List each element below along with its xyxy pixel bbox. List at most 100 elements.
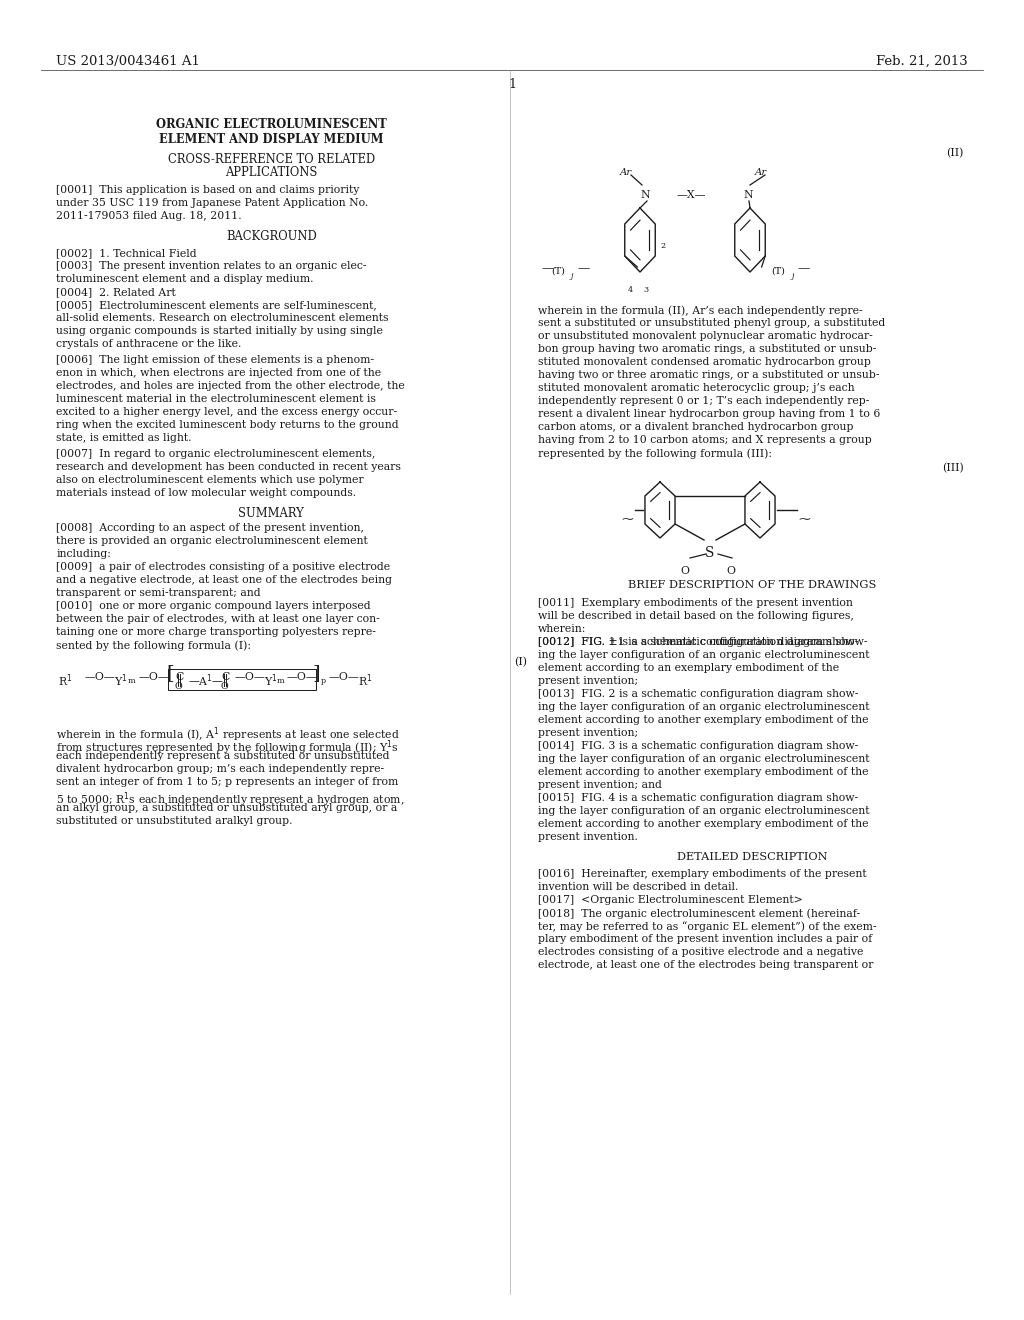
Text: (III): (III) (942, 463, 964, 474)
Text: taining one or more charge transporting polyesters repre-: taining one or more charge transporting … (56, 627, 376, 638)
Text: each independently represent a substituted or unsubstituted: each independently represent a substitut… (56, 751, 390, 762)
Text: wherein in the formula (II), Ar’s each independently repre-: wherein in the formula (II), Ar’s each i… (538, 305, 862, 315)
Text: invention will be described in detail.: invention will be described in detail. (538, 882, 738, 892)
Text: [0016]  Hereinafter, exemplary embodiments of the present: [0016] Hereinafter, exemplary embodiment… (538, 869, 866, 879)
Text: C: C (221, 672, 229, 682)
Text: present invention;: present invention; (538, 676, 638, 686)
Text: independently represent 0 or 1; T’s each independently rep-: independently represent 0 or 1; T’s each… (538, 396, 869, 407)
Text: bon group having two aromatic rings, a substituted or unsub-: bon group having two aromatic rings, a s… (538, 345, 876, 354)
Text: SUMMARY: SUMMARY (239, 507, 304, 520)
Text: resent a divalent linear hydrocarbon group having from 1 to 6: resent a divalent linear hydrocarbon gro… (538, 409, 880, 418)
Text: excited to a higher energy level, and the excess energy occur-: excited to a higher energy level, and th… (56, 407, 397, 417)
Text: 2011-179053 filed Aug. 18, 2011.: 2011-179053 filed Aug. 18, 2011. (56, 211, 242, 220)
Text: an alkyl group, a substituted or unsubstituted aryl group, or a: an alkyl group, a substituted or unsubst… (56, 803, 397, 813)
Text: Ar: Ar (755, 168, 767, 177)
Text: under 35 USC 119 from Japanese Patent Application No.: under 35 USC 119 from Japanese Patent Ap… (56, 198, 369, 209)
Text: [0005]  Electroluminescent elements are self-luminescent,: [0005] Electroluminescent elements are s… (56, 300, 377, 310)
Text: ~: ~ (798, 510, 811, 527)
Text: from structures represented by the following formula (II); Y$^1$s: from structures represented by the follo… (56, 738, 399, 756)
Text: US 2013/0043461 A1: US 2013/0043461 A1 (56, 55, 200, 69)
Text: BACKGROUND: BACKGROUND (226, 230, 316, 243)
Text: [0013]  FIG. 2 is a schematic configuration diagram show-: [0013] FIG. 2 is a schematic configurati… (538, 689, 858, 700)
Text: R$^1$: R$^1$ (58, 672, 73, 689)
Text: sented by the following formula (I):: sented by the following formula (I): (56, 640, 251, 651)
Text: —O—: —O— (84, 672, 115, 682)
Text: troluminescent element and a display medium.: troluminescent element and a display med… (56, 275, 313, 284)
Text: (T): (T) (552, 267, 565, 276)
Text: [: [ (166, 664, 174, 682)
Text: DETAILED DESCRIPTION: DETAILED DESCRIPTION (678, 851, 827, 862)
Text: O: O (726, 566, 735, 576)
Text: wherein in the formula (I), A$^1$ represents at least one selected: wherein in the formula (I), A$^1$ repres… (56, 725, 400, 743)
Text: O: O (220, 682, 228, 690)
Text: element according to another exemplary embodiment of the: element according to another exemplary e… (538, 767, 868, 777)
Text: —: — (798, 261, 810, 275)
Text: carbon atoms, or a divalent branched hydrocarbon group: carbon atoms, or a divalent branched hyd… (538, 422, 853, 432)
Text: j: j (570, 272, 573, 280)
Text: S: S (705, 546, 715, 560)
Text: or unsubstituted monovalent polynuclear aromatic hydrocar-: or unsubstituted monovalent polynuclear … (538, 331, 872, 341)
Text: element according to another exemplary embodiment of the: element according to another exemplary e… (538, 715, 868, 725)
Text: 2: 2 (660, 242, 666, 249)
Bar (168, 669, 316, 690)
Text: divalent hydrocarbon group; m’s each independently repre-: divalent hydrocarbon group; m’s each ind… (56, 764, 384, 774)
Text: (I): (I) (515, 657, 527, 668)
Text: plary embodiment of the present invention includes a pair of: plary embodiment of the present inventio… (538, 935, 871, 944)
Text: stituted monovalent condensed aromatic hydrocarbon group: stituted monovalent condensed aromatic h… (538, 356, 870, 367)
Text: [0014]  FIG. 3 is a schematic configuration diagram show-: [0014] FIG. 3 is a schematic configurati… (538, 741, 858, 751)
Text: ing the layer configuration of an organic electroluminescent: ing the layer configuration of an organi… (538, 754, 869, 764)
Text: there is provided an organic electroluminescent element: there is provided an organic electrolumi… (56, 536, 368, 546)
Text: ]: ] (312, 664, 319, 682)
Text: p: p (321, 677, 326, 685)
Text: —: — (578, 261, 590, 275)
Text: electrodes consisting of a positive electrode and a negative: electrodes consisting of a positive elec… (538, 946, 863, 957)
Text: between the pair of electrodes, with at least one layer con-: between the pair of electrodes, with at … (56, 614, 380, 624)
Text: —X—: —X— (677, 190, 707, 201)
Text: and a negative electrode, at least one of the electrodes being: and a negative electrode, at least one o… (56, 576, 392, 585)
Text: ing the layer configuration of an organic electroluminescent: ing the layer configuration of an organi… (538, 702, 869, 711)
Text: electrodes, and holes are injected from the other electrode, the: electrodes, and holes are injected from … (56, 381, 406, 391)
Text: [0008]  According to an aspect of the present invention,: [0008] According to an aspect of the pre… (56, 523, 365, 533)
Text: [0007]  In regard to organic electroluminescent elements,: [0007] In regard to organic electrolumin… (56, 449, 376, 459)
Text: 4: 4 (628, 286, 633, 294)
Text: j: j (792, 272, 794, 280)
Text: N: N (743, 190, 753, 201)
Text: [0011]  Exemplary embodiments of the present invention: [0011] Exemplary embodiments of the pres… (538, 598, 852, 609)
Text: ing the layer configuration of an organic electroluminescent: ing the layer configuration of an organi… (538, 649, 869, 660)
Text: substituted or unsubstituted aralkyl group.: substituted or unsubstituted aralkyl gro… (56, 816, 293, 826)
Text: —O—: —O— (234, 672, 265, 682)
Text: luminescent material in the electroluminescent element is: luminescent material in the electrolumin… (56, 393, 376, 404)
Text: present invention.: present invention. (538, 832, 638, 842)
Text: [0012]  FIG. ±1 is a schematic configuration diagram show-: [0012] FIG. ±1 is a schematic configurat… (538, 638, 867, 647)
Text: R$^1$: R$^1$ (358, 672, 373, 689)
Text: using organic compounds is started initially by using single: using organic compounds is started initi… (56, 326, 383, 337)
Text: (II): (II) (946, 148, 964, 158)
Text: Ar: Ar (620, 168, 632, 177)
Text: —O—: —O— (287, 672, 317, 682)
Text: 5 to 5000; R$^1$s each independently represent a hydrogen atom,: 5 to 5000; R$^1$s each independently rep… (56, 789, 404, 809)
Text: 3: 3 (643, 286, 648, 294)
Text: ~: ~ (621, 510, 635, 527)
Text: C: C (175, 672, 183, 682)
Text: element according to another exemplary embodiment of the: element according to another exemplary e… (538, 818, 868, 829)
Text: enon in which, when electrons are injected from one of the: enon in which, when electrons are inject… (56, 368, 382, 378)
Text: ORGANIC ELECTROLUMINESCENT: ORGANIC ELECTROLUMINESCENT (156, 117, 387, 131)
Text: [0002]  1. Technical Field: [0002] 1. Technical Field (56, 248, 197, 257)
Text: all-solid elements. Research on electroluminescent elements: all-solid elements. Research on electrol… (56, 313, 389, 323)
Text: (T): (T) (772, 267, 785, 276)
Text: —A$^1$—: —A$^1$— (188, 672, 224, 689)
Text: [0003]  The present invention relates to an organic elec-: [0003] The present invention relates to … (56, 261, 367, 271)
Text: [0017]  <Organic Electroluminescent Element>: [0017] <Organic Electroluminescent Eleme… (538, 895, 803, 906)
Text: —O—: —O— (138, 672, 169, 682)
Text: [0006]  The light emission of these elements is a phenom-: [0006] The light emission of these eleme… (56, 355, 375, 366)
Text: present invention; and: present invention; and (538, 780, 662, 789)
Text: electrode, at least one of the electrodes being transparent or: electrode, at least one of the electrode… (538, 960, 873, 970)
Text: state, is emitted as light.: state, is emitted as light. (56, 433, 191, 444)
Text: [0010]  one or more organic compound layers interposed: [0010] one or more organic compound laye… (56, 601, 371, 611)
Text: Feb. 21, 2013: Feb. 21, 2013 (877, 55, 968, 69)
Text: crystals of anthracene or the like.: crystals of anthracene or the like. (56, 339, 242, 348)
Text: O: O (680, 566, 689, 576)
Text: APPLICATIONS: APPLICATIONS (225, 166, 317, 180)
Text: —O—: —O— (329, 672, 359, 682)
Text: element according to an exemplary embodiment of the: element according to an exemplary embodi… (538, 663, 839, 673)
